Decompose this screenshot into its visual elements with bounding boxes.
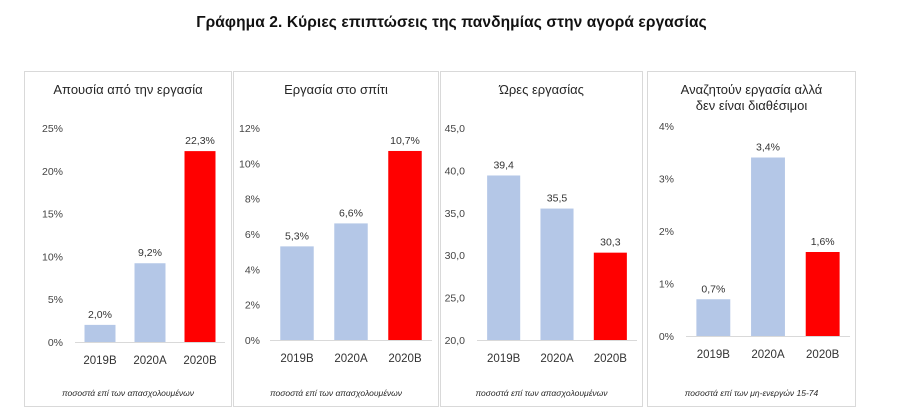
- data-label: 2,0%: [88, 309, 112, 321]
- bar: [593, 252, 627, 340]
- y-tick-label: 40,0: [445, 165, 466, 177]
- chart-svg: 0% 1% 2% 3% 4% 0,7% 2019B 3,4% 2020A 1,6% 2020B: [659, 121, 850, 361]
- data-label: 22,3%: [185, 135, 215, 147]
- chart-title: Ώρες εργασίας: [499, 82, 584, 97]
- bar: [805, 252, 840, 336]
- y-tick-label: 10%: [42, 251, 63, 263]
- chart-svg: 20,0 25,0 30,0 35,0 40,0 45,0 39,4 2019B 35,5 202…: [445, 123, 637, 365]
- data-label: 0,7%: [701, 283, 725, 295]
- x-tick-label: 2020A: [133, 355, 167, 367]
- chart-svg: 0% 2% 4% 6% 8% 10% 12% 5,3% 2019B 6,6% 2020A 10,7% 2…: [239, 123, 432, 365]
- y-tick-label: 25,0: [445, 293, 466, 305]
- y-tick-label: 30,0: [445, 250, 466, 262]
- y-tick-label: 20,0: [445, 335, 466, 347]
- y-tick-label: 2%: [245, 300, 260, 312]
- y-tick-label: 10%: [239, 158, 260, 170]
- y-tick-label: 4%: [659, 121, 674, 133]
- page-title: Γράφημα 2. Κύριες επιπτώσεις της πανδημί…: [196, 14, 707, 31]
- y-tick-label: 0%: [245, 335, 260, 347]
- y-tick-label: 3%: [659, 174, 674, 186]
- data-label: 3,4%: [756, 142, 780, 154]
- y-tick-label: 45,0: [445, 123, 466, 135]
- y-tick-label: 20%: [42, 166, 63, 178]
- chart-footnote: ποσοστά επί των μη-ενεργών 15-74: [684, 388, 819, 398]
- y-tick-label: 4%: [245, 264, 260, 276]
- y-tick-label: 12%: [239, 123, 260, 135]
- y-tick-label: 1%: [659, 279, 674, 291]
- data-label: 30,3: [600, 237, 621, 249]
- y-tick-label: 0%: [48, 337, 63, 349]
- x-tick-label: 2019B: [83, 355, 117, 367]
- data-label: 1,6%: [811, 236, 835, 248]
- x-tick-label: 2020A: [751, 349, 785, 361]
- x-tick-label: 2020A: [540, 353, 574, 365]
- bar: [334, 223, 368, 340]
- chart-footnote: ποσοστά επί των απασχολουμένων: [475, 388, 608, 398]
- chart-panel-working-hours: Ώρες εργασίας 20,0 25,0 30,0 35,0 40,0 45,0 39…: [440, 71, 643, 407]
- x-tick-label: 2020B: [388, 353, 422, 365]
- y-tick-label: 8%: [245, 194, 260, 206]
- bar: [184, 151, 216, 342]
- chart-panel-work-from-home: Εργασία στο σπίτι 0% 2% 4% 6% 8% 10% 12% 5,3% 20…: [233, 71, 439, 407]
- bar: [751, 157, 785, 336]
- bar: [280, 246, 314, 340]
- y-tick-label: 6%: [245, 229, 260, 241]
- y-tick-label: 2%: [659, 226, 674, 238]
- x-tick-label: 2019B: [697, 349, 731, 361]
- chart-title: Αναζητούν εργασία αλλά δεν είναι διαθέσι…: [648, 82, 855, 114]
- chart-title-line-2: δεν είναι διαθέσιμοι: [695, 98, 808, 113]
- chart-footnote: ποσοστά επί των απασχολουμένων: [61, 388, 195, 398]
- data-label: 35,5: [547, 193, 568, 205]
- data-label: 9,2%: [138, 247, 162, 259]
- bar: [487, 175, 521, 340]
- x-tick-label: 2020A: [334, 353, 368, 365]
- data-label: 39,4: [493, 159, 514, 171]
- x-tick-label: 2020B: [806, 349, 840, 361]
- bar: [696, 299, 731, 336]
- data-label: 5,3%: [285, 230, 309, 242]
- x-tick-label: 2019B: [280, 353, 314, 365]
- y-tick-label: 15%: [42, 209, 63, 221]
- y-tick-label: 5%: [48, 294, 63, 306]
- x-tick-label: 2019B: [487, 353, 521, 365]
- chart-title-line-1: Αναζητούν εργασία αλλά: [680, 82, 823, 97]
- x-tick-label: 2020B: [594, 353, 628, 365]
- chart-svg: 0% 5% 10% 15% 20% 25% 2,0% 2019B 9,2% 2020A 22,3% 2…: [42, 123, 225, 367]
- chart-panel-seeking-not-available: Αναζητούν εργασία αλλά δεν είναι διαθέσι…: [647, 71, 856, 407]
- x-tick-label: 2020B: [183, 355, 217, 367]
- bar: [388, 150, 422, 340]
- bar: [540, 208, 574, 340]
- y-tick-label: 35,0: [445, 208, 466, 220]
- data-label: 10,7%: [390, 135, 420, 147]
- bar: [134, 263, 166, 342]
- data-label: 6,6%: [339, 207, 363, 219]
- chart-title: Εργασία στο σπίτι: [284, 82, 388, 97]
- chart-title: Απουσία από την εργασία: [53, 82, 203, 97]
- y-tick-label: 25%: [42, 123, 63, 135]
- bar: [84, 324, 116, 342]
- chart-panel-absence: Απουσία από την εργασία 0% 5% 10% 15% 20% 25%…: [24, 71, 232, 407]
- y-tick-label: 0%: [659, 331, 674, 343]
- chart-footnote: ποσοστά επί των απασχολουμένων: [269, 388, 403, 398]
